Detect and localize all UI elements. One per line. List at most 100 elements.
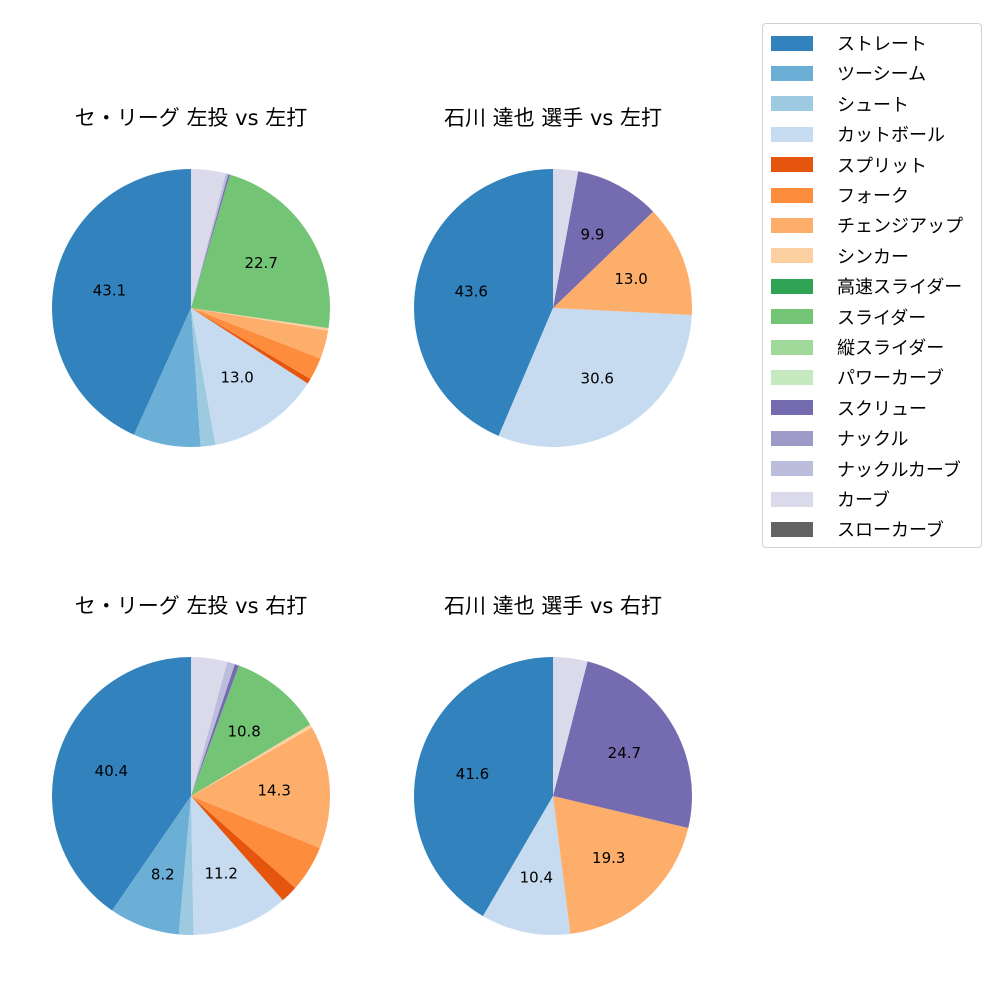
legend-label: シンカー (837, 246, 909, 268)
legend-item: シンカー (771, 245, 909, 268)
pie-slice (191, 724, 312, 796)
legend-label: フォーク (837, 186, 909, 207)
pie-chart-0: 43.1 13.0 22.7 (52, 169, 330, 447)
pie-slice (191, 727, 331, 848)
legend-swatch (771, 187, 813, 203)
slice-value-label: 41.6 (456, 765, 489, 783)
pie-slice (191, 308, 308, 445)
chart-title-league-vs-left: セ・リーグ 左投 vs 左打 (74, 106, 308, 130)
slice-value-label: 11.2 (205, 865, 238, 883)
legend-swatch (771, 126, 813, 142)
slice-value-label: 22.7 (244, 254, 277, 272)
pie-slice (191, 796, 283, 935)
legend-item: ツーシーム (771, 62, 927, 86)
slice-value-label: 14.3 (258, 782, 291, 800)
legend-swatch (771, 278, 813, 294)
pie-chart-2: 40.4 8.2 11.2 14.3 10.8 (52, 657, 331, 935)
legend-item: スプリット (771, 154, 927, 177)
pie-slice (191, 664, 239, 796)
legend-item: 縦スライダー (771, 336, 944, 359)
legend-swatch (771, 96, 813, 112)
pie-slice (191, 796, 296, 901)
legend-label: カーブ (837, 490, 890, 511)
legend-swatch (771, 157, 813, 173)
legend-item: ストレート (771, 32, 927, 55)
legend-item: チェンジアップ (771, 214, 963, 238)
pie-slice (553, 796, 689, 934)
slice-value-label: 43.6 (455, 282, 488, 300)
pie-slice (52, 657, 191, 911)
slice-value-label: 10.8 (227, 723, 260, 741)
legend-item: スクリュー (771, 397, 927, 420)
legend-label: チェンジアップ (837, 216, 963, 238)
legend-label: パワーカーブ (837, 368, 944, 390)
pie-chart-3: 41.6 10.4 19.3 24.7 (414, 657, 692, 935)
slice-value-label: 13.0 (220, 368, 253, 386)
pie-slice (191, 657, 228, 796)
pie-slice (191, 174, 230, 308)
legend-item: ナックルカーブ (771, 458, 961, 481)
slice-value-label: 24.7 (608, 744, 641, 762)
slice-value-label: 30.6 (581, 370, 614, 388)
pie-slice (191, 173, 229, 308)
pie-slice (414, 657, 553, 917)
chart-title-player-vs-left: 石川 達也 選手 vs 左打 (443, 106, 663, 130)
pie-slice (413, 169, 553, 436)
pie-slice (191, 665, 311, 796)
legend-label: シュート (837, 94, 909, 116)
legend-swatch (771, 430, 813, 446)
legend-item: フォーク (771, 184, 909, 207)
pie-slice (191, 308, 329, 331)
legend-item: シュート (771, 93, 909, 116)
pie-slice (191, 308, 216, 447)
legend-swatch (771, 339, 813, 355)
legend-label: ツーシーム (837, 64, 927, 86)
pie-slice (191, 169, 226, 308)
pie-slice (191, 308, 321, 380)
legend-label: スローカーブ (837, 520, 944, 542)
legend-swatch (771, 491, 813, 507)
legend-swatch (771, 248, 813, 264)
pie-chart-1: 43.6 30.6 13.0 9.9 (413, 169, 692, 448)
legend-item: ナックル (771, 427, 909, 451)
pie-slice (178, 796, 194, 935)
legend: ストレートツーシームシュートカットボール スプリットフォークチェンジアップ シンカー… (762, 23, 982, 548)
pie-slice (112, 796, 191, 935)
slice-value-label: 19.3 (592, 849, 625, 867)
legend-label: スライダー (837, 307, 927, 329)
slice-value-label: 13.0 (614, 270, 647, 288)
legend-label: ナックルカーブ (837, 459, 961, 481)
slice-value-label: 10.4 (520, 869, 553, 887)
pie-slice (133, 308, 201, 447)
legend-swatch (771, 309, 813, 325)
legend-item: スローカーブ (771, 518, 944, 542)
pie-slice (482, 796, 571, 935)
legend-label: ストレート (837, 34, 927, 55)
legend-swatch (771, 461, 813, 477)
pie-slice (553, 211, 692, 315)
legend-item: スライダー (771, 306, 927, 329)
pie-slice (191, 308, 329, 359)
legend-swatch (771, 400, 813, 416)
legend-item: パワーカーブ (771, 366, 944, 390)
legend-label: ナックル (837, 429, 909, 451)
legend-label: スクリュー (837, 398, 927, 420)
slice-value-label: 40.4 (95, 762, 128, 780)
legend-swatch (771, 65, 813, 81)
legend-item: カットボール (771, 123, 945, 147)
legend-label: 高速スライダー (837, 277, 963, 299)
slice-value-label: 43.1 (93, 282, 126, 300)
chart-title-league-vs-right: セ・リーグ 左投 vs 右打 (74, 594, 308, 618)
pie-slice (191, 308, 311, 384)
slice-value-label: 8.2 (151, 865, 175, 883)
pie-slice (498, 308, 692, 448)
legend-swatch (771, 35, 813, 51)
legend-swatch (771, 217, 813, 233)
legend-label: スプリット (837, 155, 927, 177)
pie-slice (553, 661, 692, 829)
legend-swatch (771, 521, 813, 537)
legend-item: カーブ (771, 488, 890, 511)
pie-slice (191, 661, 235, 796)
pie-slice (191, 796, 320, 888)
legend-label: カットボール (837, 125, 945, 147)
